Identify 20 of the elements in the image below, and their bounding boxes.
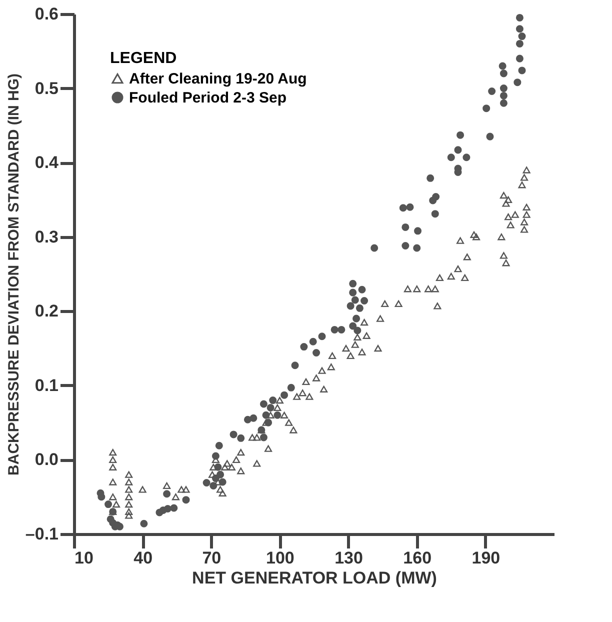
legend-label: After Cleaning 19-20 Aug	[129, 70, 307, 88]
y-tick-label: 0.1	[34, 376, 58, 395]
legend-title: LEGEND	[110, 50, 177, 67]
y-tick-label: –0.1	[25, 524, 58, 544]
y-tick-label: 0.3	[34, 227, 58, 246]
legend-label: Fouled Period 2-3 Sep	[129, 90, 287, 106]
y-axis-title: BACKPRESSURE DEVIATION FROM STANDARD (IN HG)	[5, 74, 22, 476]
x-tick-label: 100	[266, 548, 294, 568]
x-axis-title: NET GENERATOR LOAD (MW)	[192, 568, 437, 588]
y-tick-label: 0.0	[34, 450, 58, 470]
y-tick-label: 0.2	[34, 302, 58, 321]
y-tick-label: 0.6	[34, 4, 58, 24]
x-tick-label: 10	[74, 548, 94, 568]
y-tick-label: 0.5	[34, 78, 58, 98]
x-tick-label: 190	[472, 548, 500, 568]
x-tick-label: 70	[202, 548, 222, 568]
x-tick-label: 130	[334, 548, 363, 568]
x-tick-label: 40	[134, 548, 153, 568]
y-tick-label: 0.4	[34, 153, 60, 172]
x-tick-label: 160	[403, 548, 432, 568]
